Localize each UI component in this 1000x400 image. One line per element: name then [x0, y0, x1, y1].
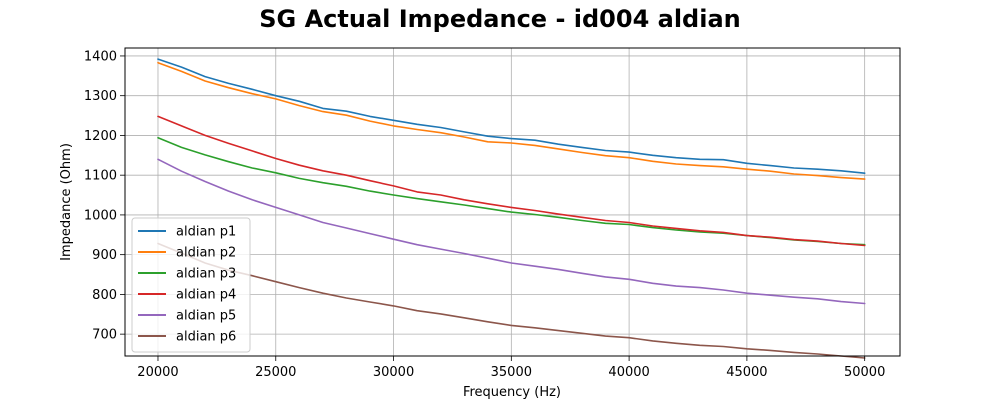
- x-tick-label: 50000: [844, 365, 885, 380]
- y-tick-label: 1000: [84, 208, 117, 223]
- y-tick-label: 900: [92, 248, 117, 263]
- legend-label-aldian-p4: aldian p4: [176, 288, 236, 303]
- y-tick-label: 1100: [84, 169, 117, 184]
- legend-label-aldian-p1: aldian p1: [176, 225, 236, 240]
- x-tick-label: 40000: [608, 365, 649, 380]
- y-axis-label: Impedance (Ohm): [59, 143, 74, 261]
- x-tick-label: 45000: [726, 365, 767, 380]
- y-tick-label: 1400: [84, 49, 117, 64]
- legend: aldian p1 aldian p2 aldian p3 aldian p4 aldi…: [131, 217, 251, 353]
- axis-ticks: 20000 25000 30000 35000 40000 45000 50000 700 80…: [84, 49, 885, 380]
- series-line-aldian-p1: [157, 58, 866, 174]
- x-tick-label: 25000: [255, 365, 296, 380]
- plot-frame: [124, 47, 901, 357]
- series-lines: [157, 58, 866, 359]
- x-axis-label: Frequency (Hz): [463, 385, 561, 400]
- x-tick-label: 20000: [137, 365, 178, 380]
- grid: [125, 48, 900, 356]
- series-line-aldian-p4: [157, 115, 866, 247]
- legend-label-aldian-p3: aldian p3: [176, 267, 236, 282]
- x-tick-label: 35000: [491, 365, 532, 380]
- x-tick-label: 30000: [373, 365, 414, 380]
- series-line-aldian-p6: [157, 242, 866, 359]
- legend-label-aldian-p5: aldian p5: [176, 309, 236, 324]
- y-tick-label: 1200: [84, 129, 117, 144]
- y-tick-label: 800: [92, 288, 117, 303]
- legend-label-aldian-p6: aldian p6: [176, 330, 236, 345]
- y-tick-label: 1300: [84, 89, 117, 104]
- legend-label-aldian-p2: aldian p2: [176, 246, 236, 261]
- series-line-aldian-p2: [157, 61, 866, 180]
- y-tick-label: 700: [92, 328, 117, 343]
- chart-title: SG Actual Impedance - id004 aldian: [259, 5, 740, 33]
- series-line-aldian-p5: [157, 158, 866, 305]
